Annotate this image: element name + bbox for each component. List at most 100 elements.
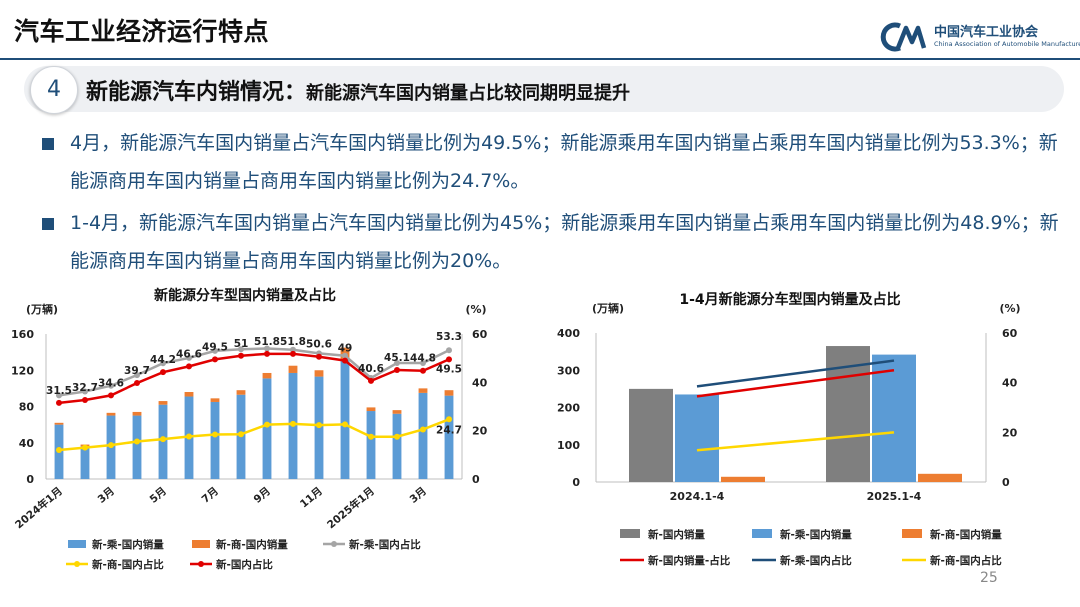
legend-swatch bbox=[68, 540, 86, 548]
legend-label: 新-乘-国内占比 bbox=[780, 554, 852, 567]
bar-commercial bbox=[106, 412, 116, 416]
line-commercial-share-point bbox=[160, 436, 166, 443]
legend-swatch bbox=[620, 529, 640, 538]
line-total-share bbox=[696, 369, 895, 398]
bar-commercial bbox=[392, 410, 402, 414]
chart-title: 新能源分车型国内销量及占比 bbox=[154, 287, 336, 304]
line-total-share-point bbox=[264, 350, 270, 357]
x-tick-label: 2024年1月 bbox=[13, 484, 65, 531]
section-title-main: 新能源汽车内销情况： bbox=[86, 80, 307, 105]
line-commercial-share-point bbox=[108, 442, 114, 449]
left-axis-unit: (万辆) bbox=[592, 301, 624, 315]
bar-passenger bbox=[366, 411, 376, 479]
data-label: 34.6 bbox=[98, 377, 124, 389]
section-bar bbox=[24, 66, 1064, 112]
line-total-share-point bbox=[238, 352, 244, 359]
bar-passenger bbox=[210, 401, 220, 479]
monthly-chart-svg: 新能源分车型国内销量及占比 (万辆) (%) 0 40 80 120 160 0 20 40 60 31… bbox=[11, 287, 488, 571]
line-commercial-share-point bbox=[342, 421, 348, 428]
line-passenger-share-point bbox=[56, 392, 62, 399]
line-total-share-point bbox=[212, 356, 218, 363]
bullet-text: 4月，新能源汽车国内销量占汽车国内销量比例为49.5%；新能源乘用车国内销量占乘… bbox=[70, 132, 1058, 192]
line-passenger-share-point bbox=[186, 354, 192, 361]
bar-passenger bbox=[872, 354, 916, 482]
legend-label: 新-商-国内占比 bbox=[92, 558, 164, 571]
section-number: 4 bbox=[30, 66, 78, 114]
ytd-chart-svg: 1-4月新能源分车型国内销量及占比 (万辆) (%) 0 100 200 300 400 0 20… bbox=[557, 291, 1021, 567]
line-commercial-share-point bbox=[394, 433, 400, 440]
x-tick-label: 5月 bbox=[148, 485, 169, 506]
line-commercial-share-point bbox=[420, 426, 426, 433]
line-commercial-share-point bbox=[186, 433, 192, 440]
header-divider bbox=[0, 58, 1080, 60]
legend-label: 新-商-国内销量 bbox=[216, 538, 288, 551]
bar-passenger bbox=[132, 415, 142, 479]
data-label: 49.5 bbox=[202, 341, 228, 353]
line-total-share-point bbox=[108, 392, 114, 399]
line-passenger-share bbox=[696, 359, 895, 388]
legend-marker bbox=[331, 541, 337, 547]
x-tick-label: 2025年1月 bbox=[325, 484, 377, 531]
page-number: 25 bbox=[980, 570, 998, 586]
line-passenger-share-point bbox=[420, 360, 426, 366]
data-label: 39.7 bbox=[124, 365, 150, 377]
right-axis-unit: (%) bbox=[465, 303, 486, 316]
left-tick-label: 400 bbox=[557, 327, 580, 340]
line-commercial-share-point bbox=[134, 438, 140, 445]
line-total-share-point bbox=[446, 356, 452, 363]
x-tick-label: 2024.1-4 bbox=[670, 490, 725, 503]
right-tick-label: 40 bbox=[472, 376, 488, 389]
section-title-sub: 新能源汽车国内销量占比较同期明显提升 bbox=[306, 83, 631, 104]
line-total-share-point bbox=[160, 369, 166, 376]
right-tick-label: 20 bbox=[1002, 426, 1018, 439]
line-commercial-share-point bbox=[316, 422, 322, 429]
chart-title: 1-4月新能源分车型国内销量及占比 bbox=[679, 291, 900, 308]
bar-passenger bbox=[444, 395, 454, 479]
right-tick-label: 60 bbox=[1002, 327, 1018, 340]
left-tick-label: 200 bbox=[557, 402, 580, 415]
legend-label: 新-国内占比 bbox=[216, 558, 273, 571]
bar-commercial bbox=[444, 390, 454, 396]
left-tick-label: 300 bbox=[557, 364, 580, 377]
right-tick-label: 0 bbox=[472, 473, 480, 486]
legend-swatch bbox=[192, 540, 210, 548]
bar-passenger bbox=[418, 392, 428, 479]
data-label: 45.1 bbox=[384, 352, 410, 364]
line-total-share-point bbox=[56, 399, 62, 406]
data-label: 53.3 bbox=[436, 331, 462, 343]
line-passenger-share-point bbox=[160, 360, 166, 367]
bar-commercial bbox=[236, 390, 246, 395]
legend-label: 新-乘-国内销量 bbox=[92, 538, 164, 551]
line-commercial-share-point bbox=[368, 433, 374, 440]
legend-label: 新-乘-国内销量 bbox=[780, 528, 852, 541]
data-label: 44.8 bbox=[410, 353, 436, 365]
line-passenger-share bbox=[58, 347, 450, 397]
line-passenger-share-point bbox=[238, 346, 244, 353]
x-tick-label: 3月 bbox=[96, 485, 117, 506]
association-logo: 中国汽车工业协会 China Association of Automobile… bbox=[878, 18, 1080, 52]
data-label: 51 bbox=[234, 338, 249, 350]
legend-marker bbox=[74, 561, 80, 567]
x-tick-label: 7月 bbox=[200, 485, 221, 506]
line-total-share-point bbox=[342, 357, 348, 364]
data-label: 50.6 bbox=[306, 339, 332, 351]
line-total-share bbox=[58, 352, 450, 405]
bar-commercial bbox=[366, 407, 376, 412]
line-commercial-share-point bbox=[82, 444, 88, 451]
x-tick-label: 2025.1-4 bbox=[867, 490, 922, 503]
bar-commercial bbox=[54, 422, 64, 425]
bullet-text: 1-4月，新能源汽车国内销量占汽车国内销量比例为45%；新能源乘用车国内销量占乘… bbox=[70, 212, 1059, 272]
line-commercial-share-point bbox=[238, 431, 244, 438]
section-title: 新能源汽车内销情况：新能源汽车国内销量占比较同期明显提升 bbox=[86, 74, 630, 106]
legend-swatch bbox=[902, 529, 922, 538]
left-tick-label: 0 bbox=[572, 476, 580, 489]
monthly-chart: 新能源分车型国内销量及占比 (万辆) (%) 0 40 80 120 160 0 20 40 60 31… bbox=[0, 280, 540, 580]
line-commercial-share bbox=[58, 418, 450, 452]
line-commercial-share-point bbox=[446, 416, 452, 423]
line-passenger-share-point bbox=[134, 372, 140, 379]
legend-label: 新-乘-国内占比 bbox=[349, 538, 421, 551]
bar-commercial bbox=[210, 398, 220, 402]
left-tick-label: 120 bbox=[11, 364, 34, 377]
line-passenger-share-point bbox=[82, 388, 88, 395]
x-tick-label: 3月 bbox=[408, 485, 429, 506]
